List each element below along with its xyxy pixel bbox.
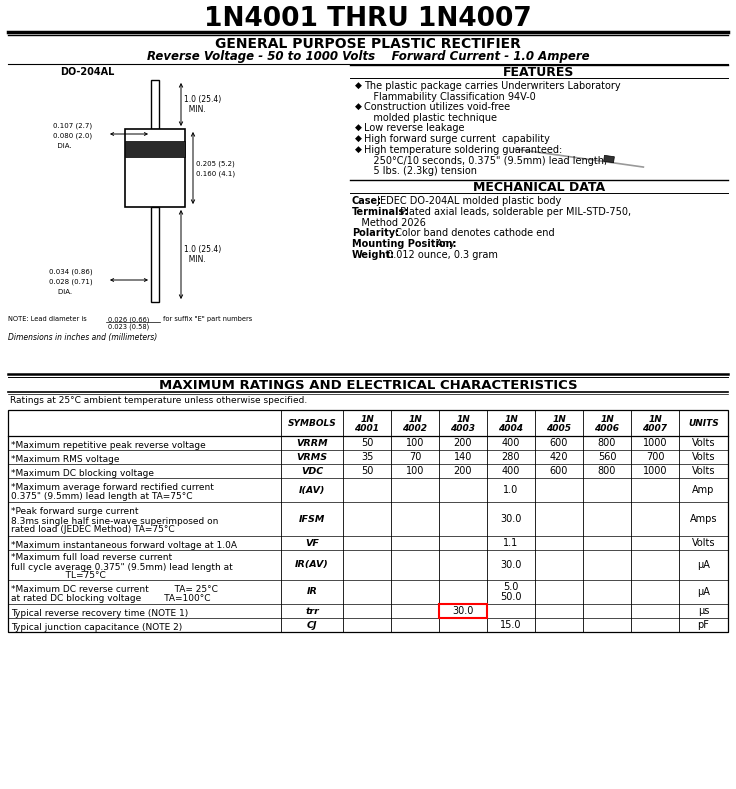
Text: *Peak forward surge current: *Peak forward surge current [11,507,138,517]
Text: Low reverse leakage: Low reverse leakage [364,123,464,133]
Text: Flammability Classification 94V-0: Flammability Classification 94V-0 [364,92,536,102]
Text: 600: 600 [550,438,568,448]
Text: 0.160 (4.1): 0.160 (4.1) [196,170,235,178]
Bar [151,80,159,129]
Text: Case:: Case: [352,196,382,206]
Text: 1N: 1N [600,414,614,424]
Text: *Maximum RMS voltage: *Maximum RMS voltage [11,454,119,463]
Text: CJ: CJ [307,620,317,630]
Text: 50: 50 [361,438,373,448]
Text: DIA.: DIA. [53,143,71,149]
Text: 8.3ms single half sine-wave superimposed on: 8.3ms single half sine-wave superimposed… [11,517,219,525]
Text: Typical junction capacitance (NOTE 2): Typical junction capacitance (NOTE 2) [11,623,183,631]
Text: rated load (JEDEC Method) TA=75°C: rated load (JEDEC Method) TA=75°C [11,525,174,534]
Text: 0.375" (9.5mm) lead length at TA=75°C: 0.375" (9.5mm) lead length at TA=75°C [11,492,193,501]
Text: 0.107 (2.7): 0.107 (2.7) [53,123,92,129]
Bar [8,410,728,632]
Text: MECHANICAL DATA: MECHANICAL DATA [473,181,605,194]
Text: Volts: Volts [692,466,715,476]
Text: 200: 200 [454,438,473,448]
Text: 560: 560 [598,452,616,462]
Text: 0.023 (0.58): 0.023 (0.58) [108,323,149,330]
Text: 1.0: 1.0 [503,485,519,495]
Text: μA: μA [697,587,710,597]
Text: DIA.: DIA. [49,289,72,295]
Text: MAXIMUM RATINGS AND ELECTRICAL CHARACTERISTICS: MAXIMUM RATINGS AND ELECTRICAL CHARACTER… [159,379,577,392]
Text: Weight:: Weight: [352,250,395,260]
Text: *Maximum average forward rectified current: *Maximum average forward rectified curre… [11,483,214,492]
Text: *Maximum full load reverse current: *Maximum full load reverse current [11,554,172,563]
Text: 0.080 (2.0): 0.080 (2.0) [53,133,92,139]
Text: IFSM: IFSM [299,514,325,523]
Text: 400: 400 [502,438,520,448]
Text: 400: 400 [502,466,520,476]
Text: 1.0 (25.4)
  MIN.: 1.0 (25.4) MIN. [184,245,222,264]
Text: VRRM: VRRM [296,439,328,447]
Text: 4003: 4003 [450,424,475,432]
Text: *Maximum repetitive peak reverse voltage: *Maximum repetitive peak reverse voltage [11,440,206,450]
Text: High forward surge current  capability: High forward surge current capability [364,134,550,144]
Text: 700: 700 [645,452,665,462]
Text: 280: 280 [502,452,520,462]
Text: at rated DC blocking voltage        TA=100°C: at rated DC blocking voltage TA=100°C [11,594,210,603]
Text: 5 lbs. (2.3kg) tension: 5 lbs. (2.3kg) tension [364,166,477,176]
Text: Dimensions in inches and (millimeters): Dimensions in inches and (millimeters) [8,333,158,342]
Text: High temperature soldering guaranteed:: High temperature soldering guaranteed: [364,145,562,155]
Text: ◆: ◆ [355,145,362,154]
Text: *Maximum DC reverse current         TA= 25°C: *Maximum DC reverse current TA= 25°C [11,585,218,594]
Text: Typical reverse recovery time (NOTE 1): Typical reverse recovery time (NOTE 1) [11,608,188,618]
Text: 0.012 ounce, 0.3 gram: 0.012 ounce, 0.3 gram [383,250,498,260]
Text: UNITS: UNITS [688,418,719,428]
Text: 600: 600 [550,466,568,476]
Text: 100: 100 [406,438,424,448]
Text: trr: trr [305,607,319,615]
Text: 4002: 4002 [403,424,428,432]
Text: 35: 35 [361,452,373,462]
Text: 15.0: 15.0 [500,620,522,630]
Text: 0.205 (5.2): 0.205 (5.2) [196,161,235,167]
Text: TL=75°C: TL=75°C [11,571,106,581]
Text: 1N: 1N [456,414,470,424]
Text: NOTE: Lead diameter is: NOTE: Lead diameter is [8,316,87,322]
Bar [604,155,615,163]
Text: for suffix "E" part numbers: for suffix "E" part numbers [163,316,252,322]
Text: 30.0: 30.0 [500,560,522,570]
Text: JEDEC DO-204AL molded plastic body: JEDEC DO-204AL molded plastic body [375,196,562,206]
Text: 4004: 4004 [498,424,523,432]
Text: I(AV): I(AV) [299,485,325,495]
Text: μs: μs [698,606,710,616]
Text: VF: VF [305,539,319,548]
Text: 5.0: 5.0 [503,582,519,592]
Bar [125,141,185,157]
Text: 4007: 4007 [643,424,668,432]
Text: Terminals:: Terminals: [352,207,409,217]
Text: 200: 200 [454,466,473,476]
Text: VDC: VDC [301,466,323,476]
Text: Reverse Voltage - 50 to 1000 Volts    Forward Current - 1.0 Ampere: Reverse Voltage - 50 to 1000 Volts Forwa… [146,50,590,63]
Text: molded plastic technique: molded plastic technique [364,113,497,123]
Text: 1N: 1N [360,414,374,424]
Text: VRMS: VRMS [297,453,328,462]
Text: SYMBOLS: SYMBOLS [288,418,336,428]
Text: 1N: 1N [648,414,662,424]
Text: Mounting Position:: Mounting Position: [352,239,456,249]
Text: full cycle average 0.375" (9.5mm) lead length at: full cycle average 0.375" (9.5mm) lead l… [11,563,233,571]
Text: 4005: 4005 [547,424,571,432]
Text: IR: IR [307,588,317,596]
Text: ◆: ◆ [355,102,362,111]
Bar [151,207,159,302]
Text: 0.034 (0.86): 0.034 (0.86) [49,269,93,275]
Text: 0.028 (0.71): 0.028 (0.71) [49,279,93,286]
Text: 70: 70 [408,452,421,462]
Text: 800: 800 [598,466,616,476]
Text: 30.0: 30.0 [500,514,522,524]
Text: Volts: Volts [692,438,715,448]
Text: ◆: ◆ [355,134,362,143]
Text: 30.0: 30.0 [453,606,474,616]
Text: 420: 420 [550,452,568,462]
Text: ◆: ◆ [355,123,362,132]
Text: pF: pF [698,620,710,630]
Text: 800: 800 [598,438,616,448]
Text: 1N: 1N [408,414,422,424]
Text: Volts: Volts [692,452,715,462]
